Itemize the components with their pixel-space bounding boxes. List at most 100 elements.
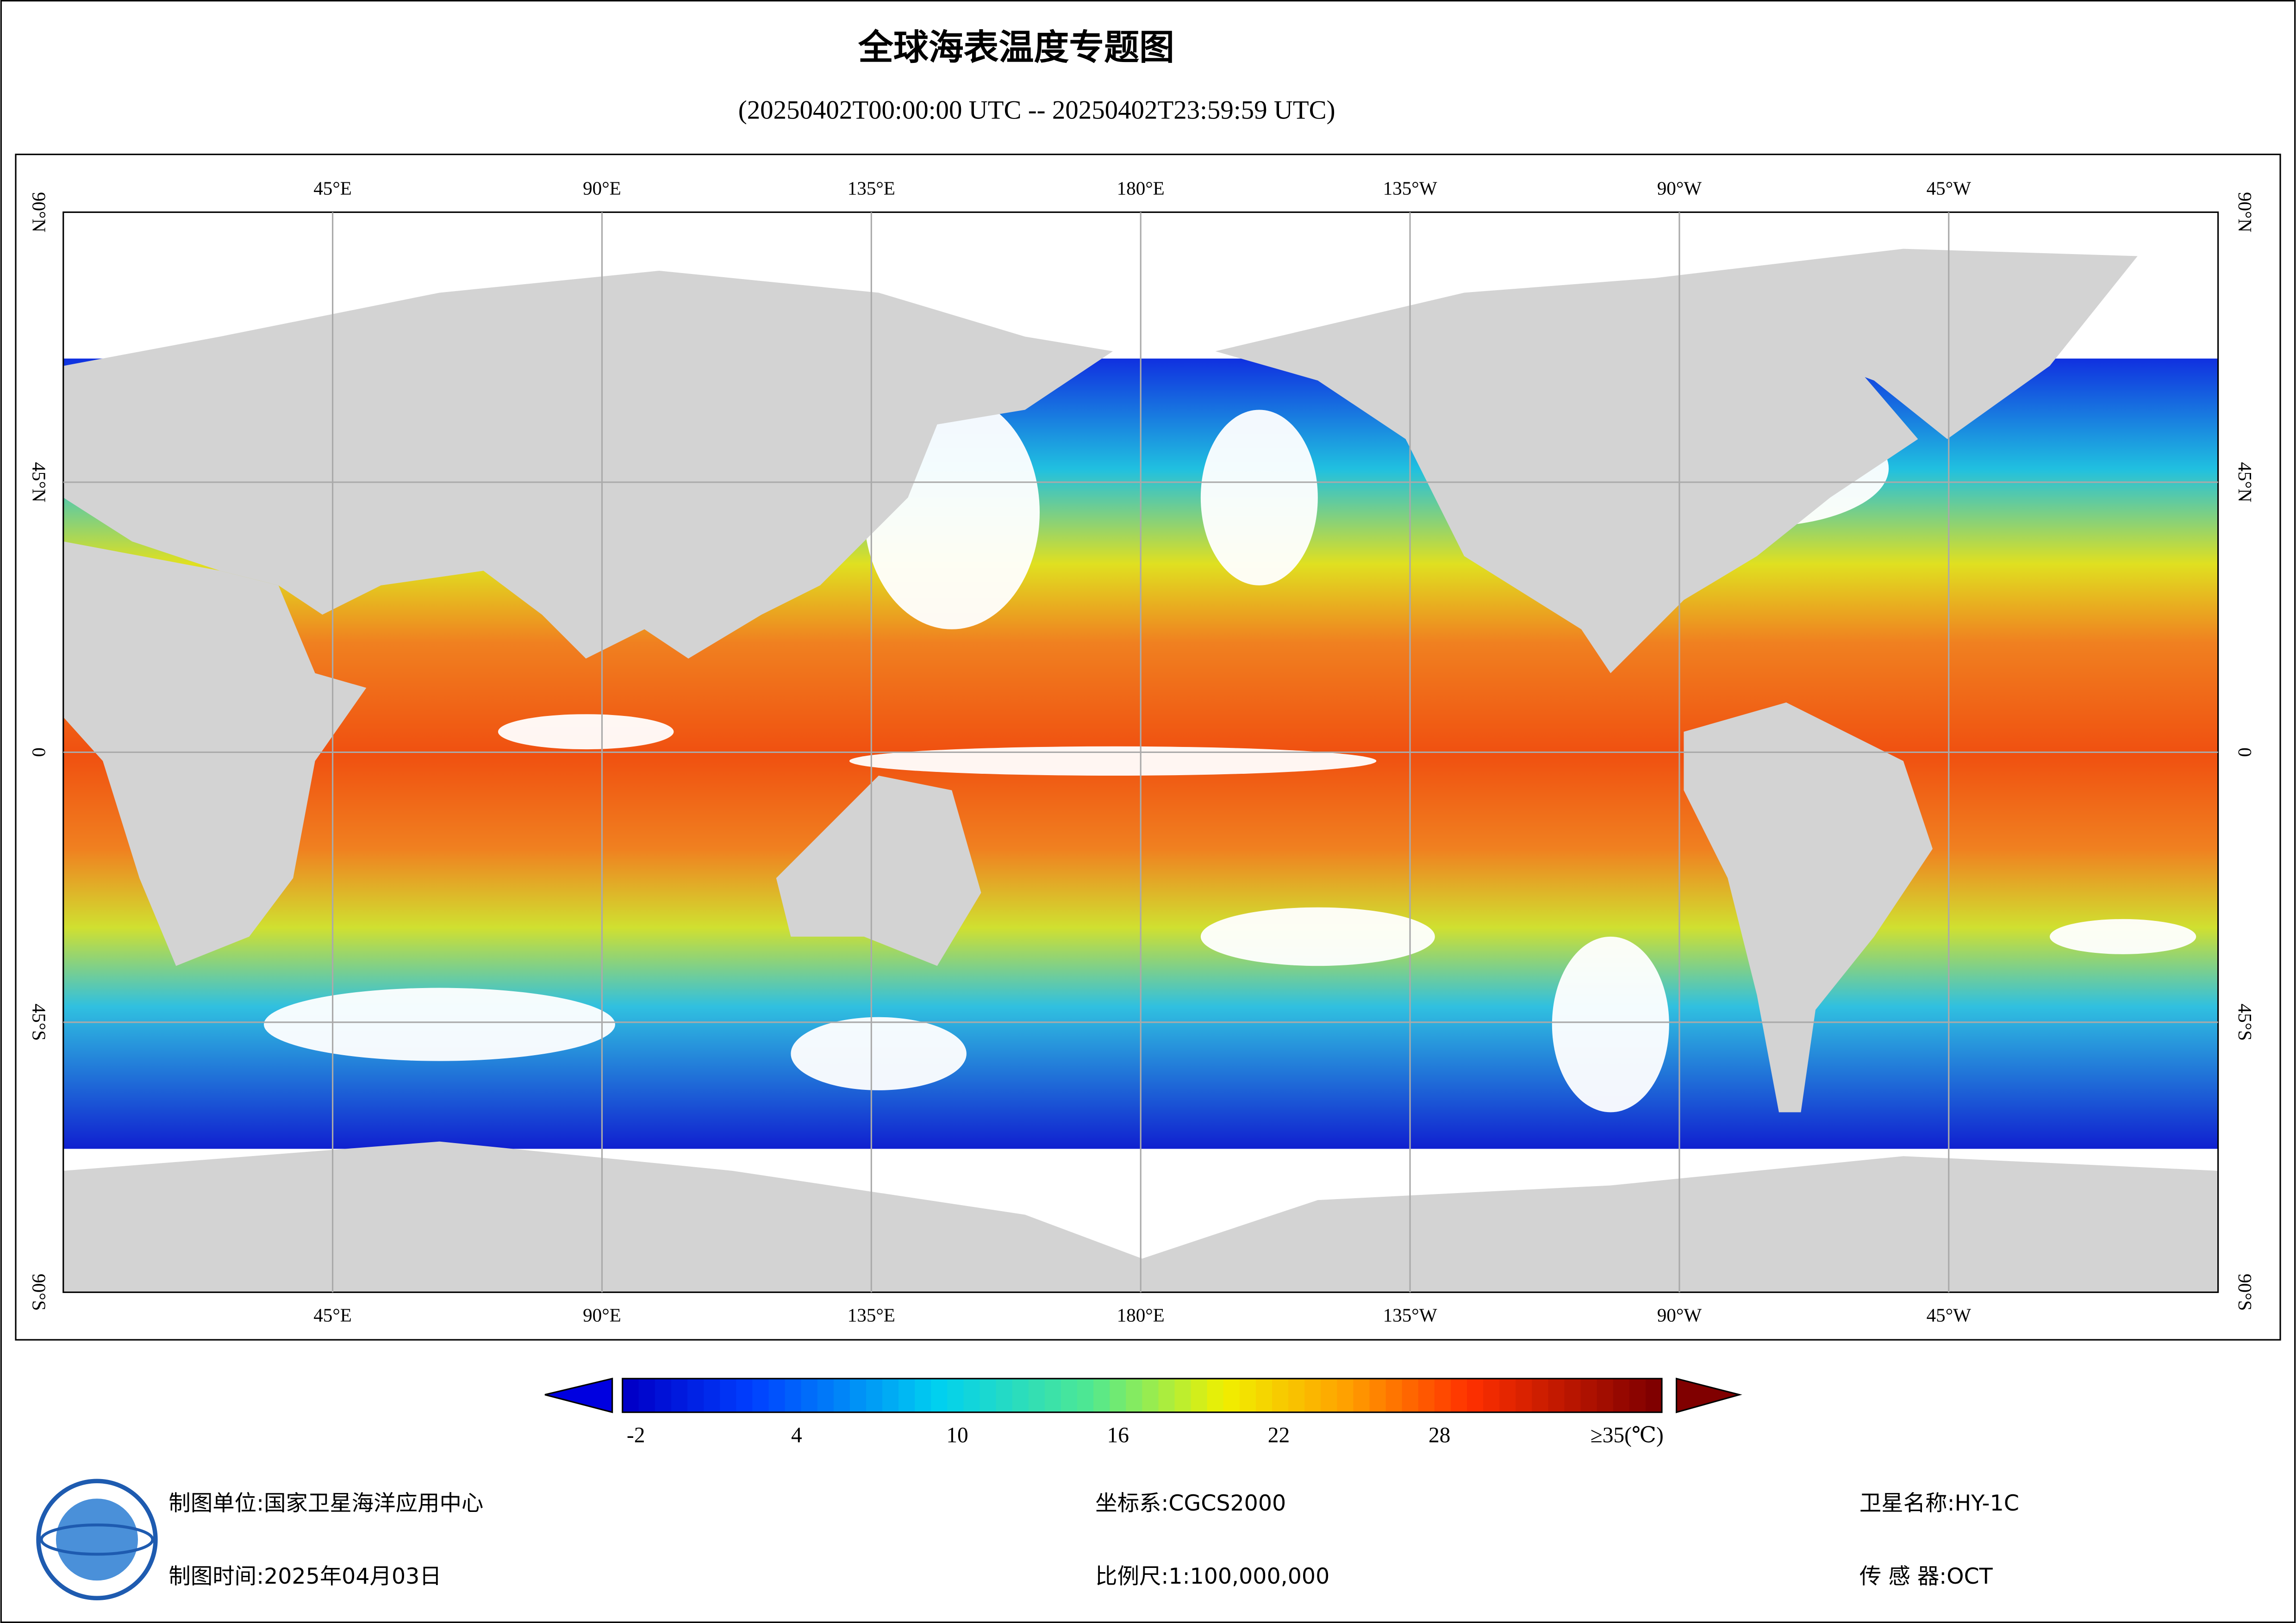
colorbar-segment bbox=[1223, 1378, 1240, 1412]
colorbar-segment bbox=[1418, 1378, 1435, 1412]
colorbar-segment bbox=[1629, 1378, 1646, 1412]
left-lat-label: 90°S bbox=[28, 1274, 50, 1311]
footer-sensor: 传 感 器:OCT bbox=[1859, 1564, 1993, 1589]
top-lon-label: 90°E bbox=[583, 178, 621, 199]
colorbar-segment bbox=[882, 1378, 899, 1412]
colorbar-segment bbox=[1483, 1378, 1500, 1412]
bottom-lon-label: 180°E bbox=[1117, 1305, 1165, 1326]
footer-crs: 坐标系:CGCS2000 bbox=[1095, 1491, 1286, 1516]
colorbar-segment bbox=[1434, 1378, 1451, 1412]
bottom-lon-label: 45°E bbox=[313, 1305, 352, 1326]
colorbar-tick-label: 10 bbox=[946, 1423, 968, 1447]
colorbar-tick-label: 28 bbox=[1429, 1423, 1450, 1447]
right-lat-label: 90°S bbox=[2234, 1274, 2256, 1311]
colorbar-under-arrow bbox=[544, 1377, 613, 1413]
colorbar-segment bbox=[963, 1378, 980, 1412]
colorbar-segment bbox=[849, 1378, 867, 1412]
colorbar-segment bbox=[1272, 1378, 1289, 1412]
colorbar-segment bbox=[1499, 1378, 1516, 1412]
colorbar-segment bbox=[687, 1378, 705, 1412]
colorbar-border bbox=[622, 1378, 1663, 1413]
bottom-lon-label: 90°W bbox=[1657, 1305, 1702, 1326]
colorbar-segment bbox=[1239, 1378, 1256, 1412]
colorbar-segment bbox=[1174, 1378, 1192, 1412]
colorbar-segment bbox=[1353, 1378, 1370, 1412]
map-frame bbox=[15, 154, 2281, 1341]
colorbar-segment bbox=[1028, 1378, 1045, 1412]
bottom-lon-label: 45°W bbox=[1927, 1305, 1972, 1326]
colorbar-segment bbox=[655, 1378, 672, 1412]
logo bbox=[36, 1479, 158, 1600]
colorbar-segment bbox=[1466, 1378, 1484, 1412]
right-lat-label: 45°S bbox=[2234, 1004, 2256, 1041]
colorbar-segment bbox=[915, 1378, 932, 1412]
colorbar-segment bbox=[996, 1378, 1013, 1412]
top-lon-label: 180°E bbox=[1117, 178, 1165, 199]
colorbar-segment bbox=[1548, 1378, 1565, 1412]
colorbar-segment bbox=[671, 1378, 688, 1412]
colorbar-tick-label: ≥35(℃) bbox=[1591, 1423, 1664, 1447]
colorbar-segment bbox=[931, 1378, 948, 1412]
colorbar-segment bbox=[817, 1378, 834, 1412]
colorbar-segment bbox=[1369, 1378, 1386, 1412]
title: 全球海表温度专题图 bbox=[858, 27, 1174, 68]
right-lat-label: 90°N bbox=[2234, 192, 2256, 232]
top-lon-label: 45°W bbox=[1927, 178, 1972, 199]
footer-scale: 比例尺:1:100,000,000 bbox=[1095, 1564, 1329, 1589]
colorbar-segment bbox=[898, 1378, 916, 1412]
colorbar-segment bbox=[1337, 1378, 1354, 1412]
colorbar-segment bbox=[1304, 1378, 1322, 1412]
colorbar-segment bbox=[1142, 1378, 1159, 1412]
right-lat-label: 0 bbox=[2234, 747, 2256, 757]
colorbar-segment bbox=[1093, 1378, 1111, 1412]
colorbar-segment bbox=[1613, 1378, 1630, 1412]
colorbar-segment bbox=[1645, 1378, 1662, 1412]
colorbar-segment bbox=[801, 1378, 818, 1412]
left-lat-label: 0 bbox=[28, 747, 50, 757]
top-lon-label: 45°E bbox=[313, 178, 352, 199]
colorbar-segment bbox=[1516, 1378, 1533, 1412]
colorbar-tick-label: 16 bbox=[1107, 1423, 1129, 1447]
colorbar-segment bbox=[736, 1378, 753, 1412]
colorbar-segment bbox=[1255, 1378, 1273, 1412]
bottom-lon-label: 90°E bbox=[583, 1305, 621, 1326]
colorbar-segment bbox=[947, 1378, 964, 1412]
colorbar-segment bbox=[1321, 1378, 1338, 1412]
colorbar-tick-label: 22 bbox=[1268, 1423, 1290, 1447]
left-lat-label: 45°S bbox=[28, 1004, 50, 1041]
colorbar-segment bbox=[1077, 1378, 1094, 1412]
left-lat-label: 45°N bbox=[28, 462, 50, 502]
colorbar-segment bbox=[980, 1378, 997, 1412]
colorbar-segment bbox=[1012, 1378, 1029, 1412]
colorbar-segment bbox=[622, 1378, 639, 1412]
colorbar-segment bbox=[1597, 1378, 1614, 1412]
colorbar-tick-label: -2 bbox=[627, 1423, 645, 1447]
colorbar-segment bbox=[1158, 1378, 1175, 1412]
footer-satellite: 卫星名称:HY-1C bbox=[1859, 1491, 2019, 1516]
colorbar-segment bbox=[1385, 1378, 1403, 1412]
colorbar-segment bbox=[1288, 1378, 1305, 1412]
subtitle: (20250402T00:00:00 UTC -- 20250402T23:59… bbox=[738, 96, 1335, 125]
colorbar-segment bbox=[833, 1378, 850, 1412]
colorbar-segment bbox=[1580, 1378, 1597, 1412]
footer-date: 制图时间:2025年04月03日 bbox=[168, 1564, 441, 1589]
top-lon-label: 135°W bbox=[1383, 178, 1437, 199]
left-lat-label: 90°N bbox=[28, 192, 50, 232]
colorbar-segment bbox=[1402, 1378, 1419, 1412]
colorbar-segment bbox=[1450, 1378, 1467, 1412]
colorbar-segment bbox=[704, 1378, 721, 1412]
footer-unit: 制图单位:国家卫星海洋应用中心 bbox=[168, 1491, 483, 1516]
colorbar-over-arrow bbox=[1676, 1377, 1742, 1413]
colorbar-segment bbox=[1061, 1378, 1078, 1412]
colorbar-segment bbox=[1044, 1378, 1061, 1412]
colorbar-segment bbox=[720, 1378, 737, 1412]
colorbar-segment bbox=[1564, 1378, 1581, 1412]
colorbar-segment bbox=[1207, 1378, 1224, 1412]
top-lon-label: 90°W bbox=[1657, 178, 1702, 199]
colorbar-segment bbox=[768, 1378, 786, 1412]
colorbar-segment bbox=[1110, 1378, 1127, 1412]
colorbar-segment bbox=[1191, 1378, 1208, 1412]
top-lon-label: 135°E bbox=[848, 178, 895, 199]
